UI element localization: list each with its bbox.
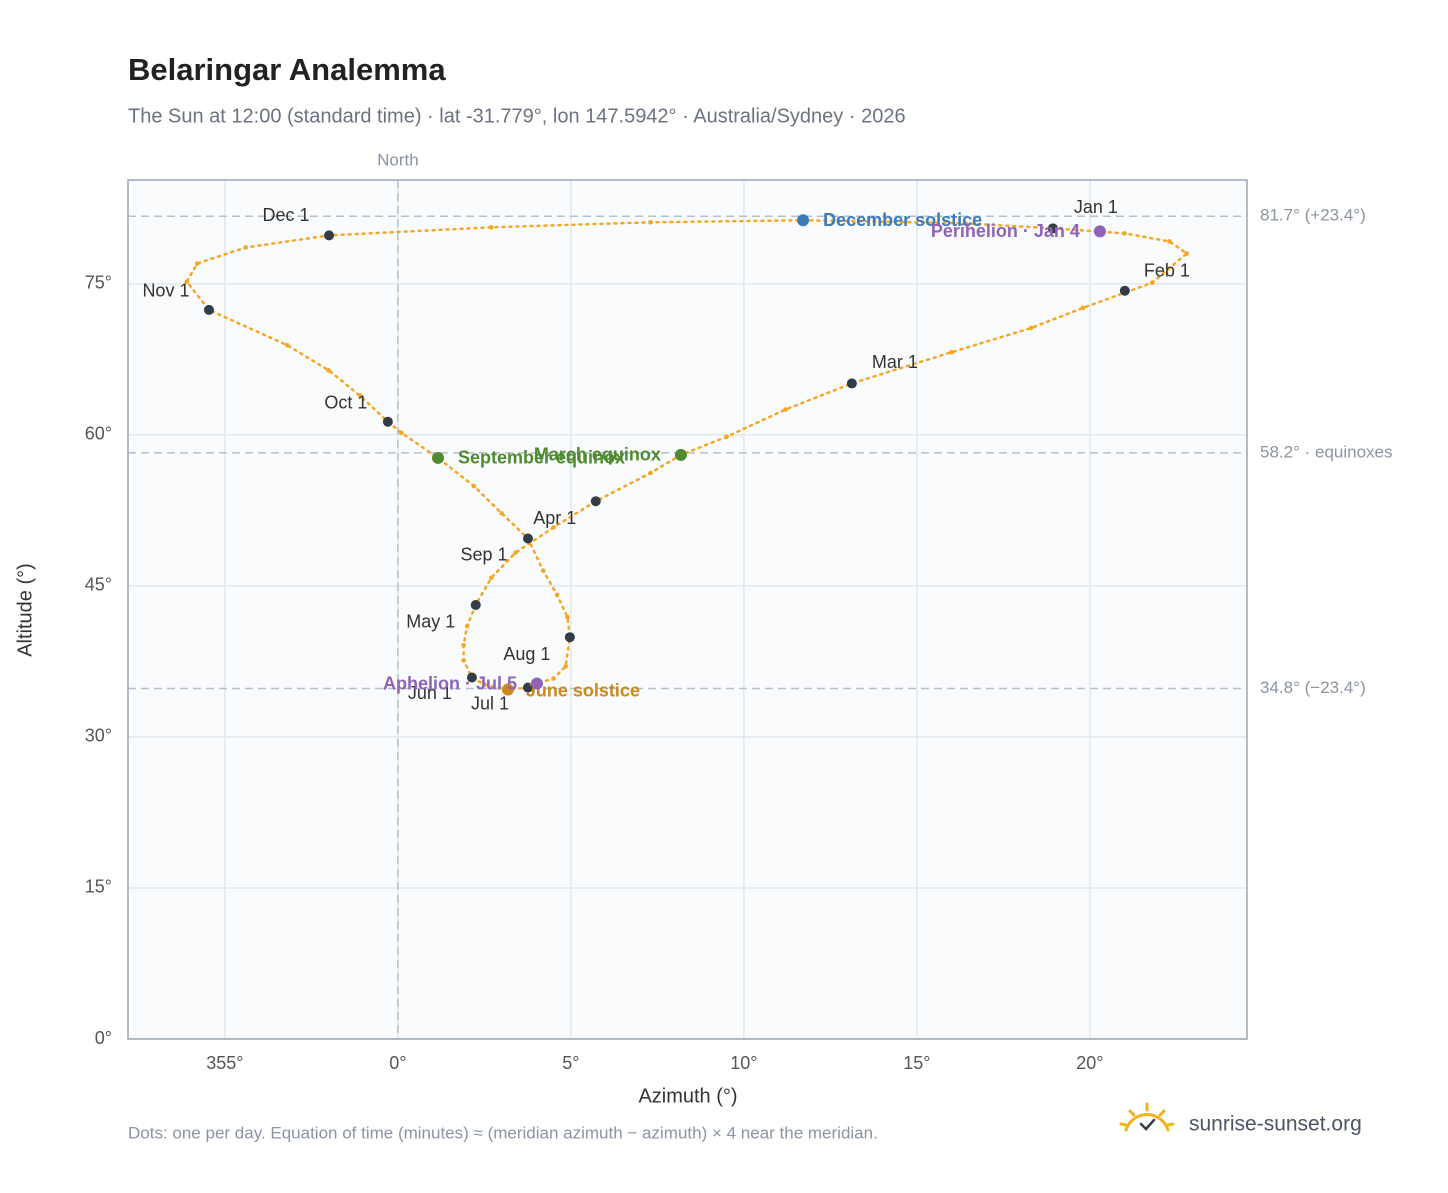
x-tick-label: 5° xyxy=(562,1053,579,1073)
footnote: Dots: one per day. Equation of time (min… xyxy=(128,1123,878,1142)
plot-frame xyxy=(127,179,1248,1040)
daily-dot xyxy=(1080,305,1086,311)
month-label: Apr 1 xyxy=(533,508,576,528)
y-tick-label: 30° xyxy=(85,726,112,746)
chart-title: Belaringar Analemma xyxy=(128,52,446,87)
daily-dot xyxy=(563,664,569,669)
daily-dot xyxy=(284,342,290,348)
daily-dot xyxy=(357,393,363,398)
daily-dot xyxy=(1167,239,1172,244)
month-label: Oct 1 xyxy=(324,392,367,412)
daily-dot xyxy=(464,623,470,629)
chart-subtitle: The Sun at 12:00 (standard time) · lat -… xyxy=(128,105,906,127)
month-marker xyxy=(466,672,477,683)
brand: sunrise-sunset.org xyxy=(1189,1113,1362,1136)
month-label: Nov 1 xyxy=(142,281,189,301)
month-marker xyxy=(564,632,575,643)
daily-dot xyxy=(461,642,466,648)
month-label: Mar 1 xyxy=(872,352,918,372)
daily-dot xyxy=(551,525,556,530)
month-label: Jul 1 xyxy=(471,693,509,713)
daily-dot xyxy=(648,470,653,476)
daily-dot xyxy=(489,575,494,581)
daily-dot xyxy=(554,592,560,598)
reference-label: 34.8° (−23.4°) xyxy=(1260,678,1366,697)
daily-dot xyxy=(499,511,504,516)
daily-dot xyxy=(184,279,190,285)
month-marker xyxy=(382,416,393,427)
event-marker xyxy=(432,451,445,464)
x-tick-label: 0° xyxy=(389,1053,406,1073)
x-axis-label: Azimuth (°) xyxy=(638,1085,737,1107)
daily-dot xyxy=(471,483,477,489)
daily-dot xyxy=(565,614,570,620)
daily-dot xyxy=(1184,251,1190,256)
daily-dot xyxy=(724,434,729,440)
month-marker xyxy=(324,230,335,241)
event-label: Perihelion · Jan 4 xyxy=(931,221,1080,241)
month-label: Sep 1 xyxy=(460,544,507,564)
event-label: June solstice xyxy=(526,680,640,700)
event-label: December solstice xyxy=(823,210,982,230)
daily-dot xyxy=(489,225,494,230)
month-label: Jun 1 xyxy=(408,683,452,703)
daily-dot xyxy=(399,430,404,436)
daily-dot xyxy=(783,407,788,412)
daily-dot xyxy=(513,550,518,555)
x-tick-label: 355° xyxy=(206,1053,243,1073)
event-label: Aphelion · Jul 5 xyxy=(383,673,517,693)
y-tick-label: 45° xyxy=(85,575,112,595)
daily-dot xyxy=(194,261,200,266)
daily-dot xyxy=(482,682,487,687)
daily-dot xyxy=(648,219,653,225)
event-marker xyxy=(797,214,810,227)
plot-area xyxy=(128,180,1247,1039)
event-marker xyxy=(1093,225,1106,238)
month-label: Feb 1 xyxy=(1144,261,1190,281)
daily-dot xyxy=(1149,280,1155,286)
x-tick-label: 20° xyxy=(1076,1053,1103,1073)
month-label: Dec 1 xyxy=(263,205,310,225)
event-label: September equinox xyxy=(458,448,625,468)
y-axis-label: Altitude (°) xyxy=(14,563,36,657)
daily-dot xyxy=(461,658,466,663)
daily-dot xyxy=(1122,231,1127,236)
month-marker xyxy=(1119,285,1130,296)
daily-dot xyxy=(1028,325,1034,331)
daily-dot xyxy=(540,568,546,574)
event-marker xyxy=(674,448,687,461)
month-marker xyxy=(522,682,533,693)
north-label: North xyxy=(377,150,419,169)
event-marker xyxy=(530,677,543,690)
month-label: May 1 xyxy=(406,612,455,632)
month-marker xyxy=(590,496,601,507)
reference-label: 58.2° · equinoxes xyxy=(1260,442,1393,461)
daily-dot xyxy=(326,368,331,373)
analemma-path xyxy=(185,219,1189,691)
month-marker xyxy=(203,304,214,315)
month-marker xyxy=(470,599,481,610)
event-label: March equinox xyxy=(534,445,661,465)
y-tick-label: 75° xyxy=(85,272,112,292)
daily-dot xyxy=(963,221,968,226)
x-tick-label: 10° xyxy=(730,1053,757,1073)
daily-dot xyxy=(243,245,248,250)
month-marker xyxy=(1047,223,1058,234)
daily-dot xyxy=(949,349,954,355)
month-marker xyxy=(846,378,857,389)
month-label: Jan 1 xyxy=(1074,197,1118,217)
y-tick-label: 60° xyxy=(85,424,112,444)
brand-logo xyxy=(1119,1102,1175,1132)
month-marker xyxy=(522,533,533,544)
month-label: Aug 1 xyxy=(503,644,550,664)
daily-dot xyxy=(551,676,556,681)
event-marker xyxy=(501,683,514,696)
x-tick-label: 15° xyxy=(903,1053,930,1073)
y-tick-label: 15° xyxy=(85,877,112,897)
reference-label: 81.7° (+23.4°) xyxy=(1260,206,1366,225)
y-tick-label: 0° xyxy=(95,1028,112,1048)
marks: Jan 1 Feb 1 Mar 1 Apr 1 May 1 Jun 1 Jul 1 Aug 1… xyxy=(142,197,1189,713)
